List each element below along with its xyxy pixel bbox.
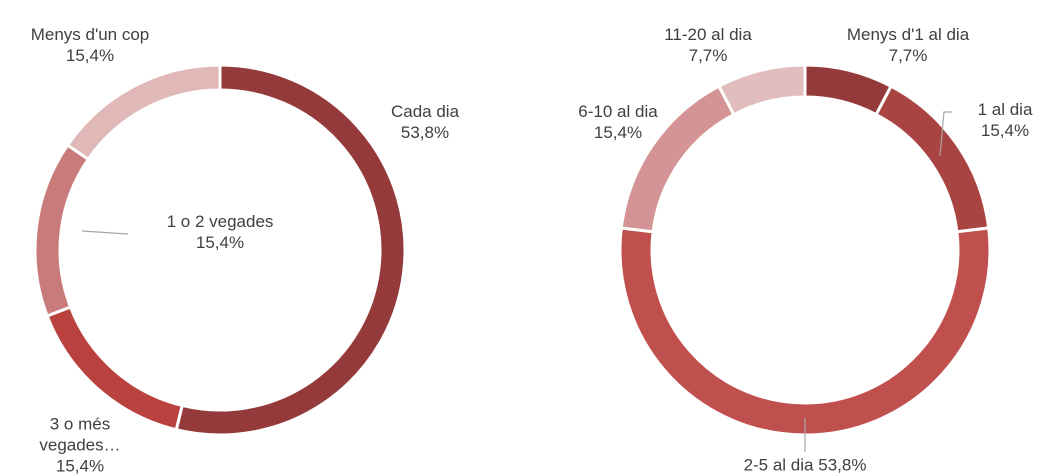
value-label: 15,4% [195, 233, 245, 252]
category-label: 11-20 al dia [664, 25, 752, 44]
value-label: 15,4% [980, 121, 1030, 140]
value-label: 7,7% [888, 46, 928, 65]
donut-slice [33, 142, 91, 318]
category-label: 2-5 al dia [743, 455, 814, 475]
category-label: 3 o més vegades… [39, 414, 121, 455]
category-label: 6-10 al dia [578, 102, 658, 121]
slice-label: 2-5 al dia 53,8% [685, 455, 925, 476]
category-label: Menys d'1 al dia [846, 25, 970, 44]
value-label: 53,8% [400, 123, 450, 142]
donut-slice [45, 305, 184, 432]
value-label: 53,8% [818, 455, 867, 475]
value-label: 7,7% [688, 46, 728, 65]
leader-line [939, 111, 952, 157]
category-label: 1 al dia [977, 100, 1033, 119]
slice-label: 1 al dia 15,4% [965, 99, 1045, 141]
slice-label: 1 o 2 vegades 15,4% [130, 211, 310, 253]
value-label: 15,4% [593, 123, 643, 142]
slice-label: 3 o més vegades… 15,4% [35, 414, 125, 476]
leader-line [81, 230, 129, 235]
leader-lines [81, 111, 952, 452]
category-label: Cada dia [390, 102, 460, 121]
value-label: 15,4% [65, 46, 115, 65]
slice-label: 11-20 al dia 7,7% [648, 24, 768, 66]
category-label: Menys d'un cop [30, 25, 150, 44]
value-label: 15,4% [55, 456, 105, 476]
donut-slice [618, 226, 992, 437]
donut-slice [803, 63, 894, 117]
donut-slice [716, 63, 807, 117]
donut-slice [65, 63, 222, 162]
slice-label: Menys d'1 al dia 7,7% [823, 24, 993, 66]
slice-label: 6-10 al dia 15,4% [568, 101, 668, 143]
category-label: 1 o 2 vegades [166, 212, 274, 231]
slice-label: Menys d'un cop 15,4% [5, 24, 175, 66]
slice-label: Cada dia 53,8% [366, 101, 484, 143]
